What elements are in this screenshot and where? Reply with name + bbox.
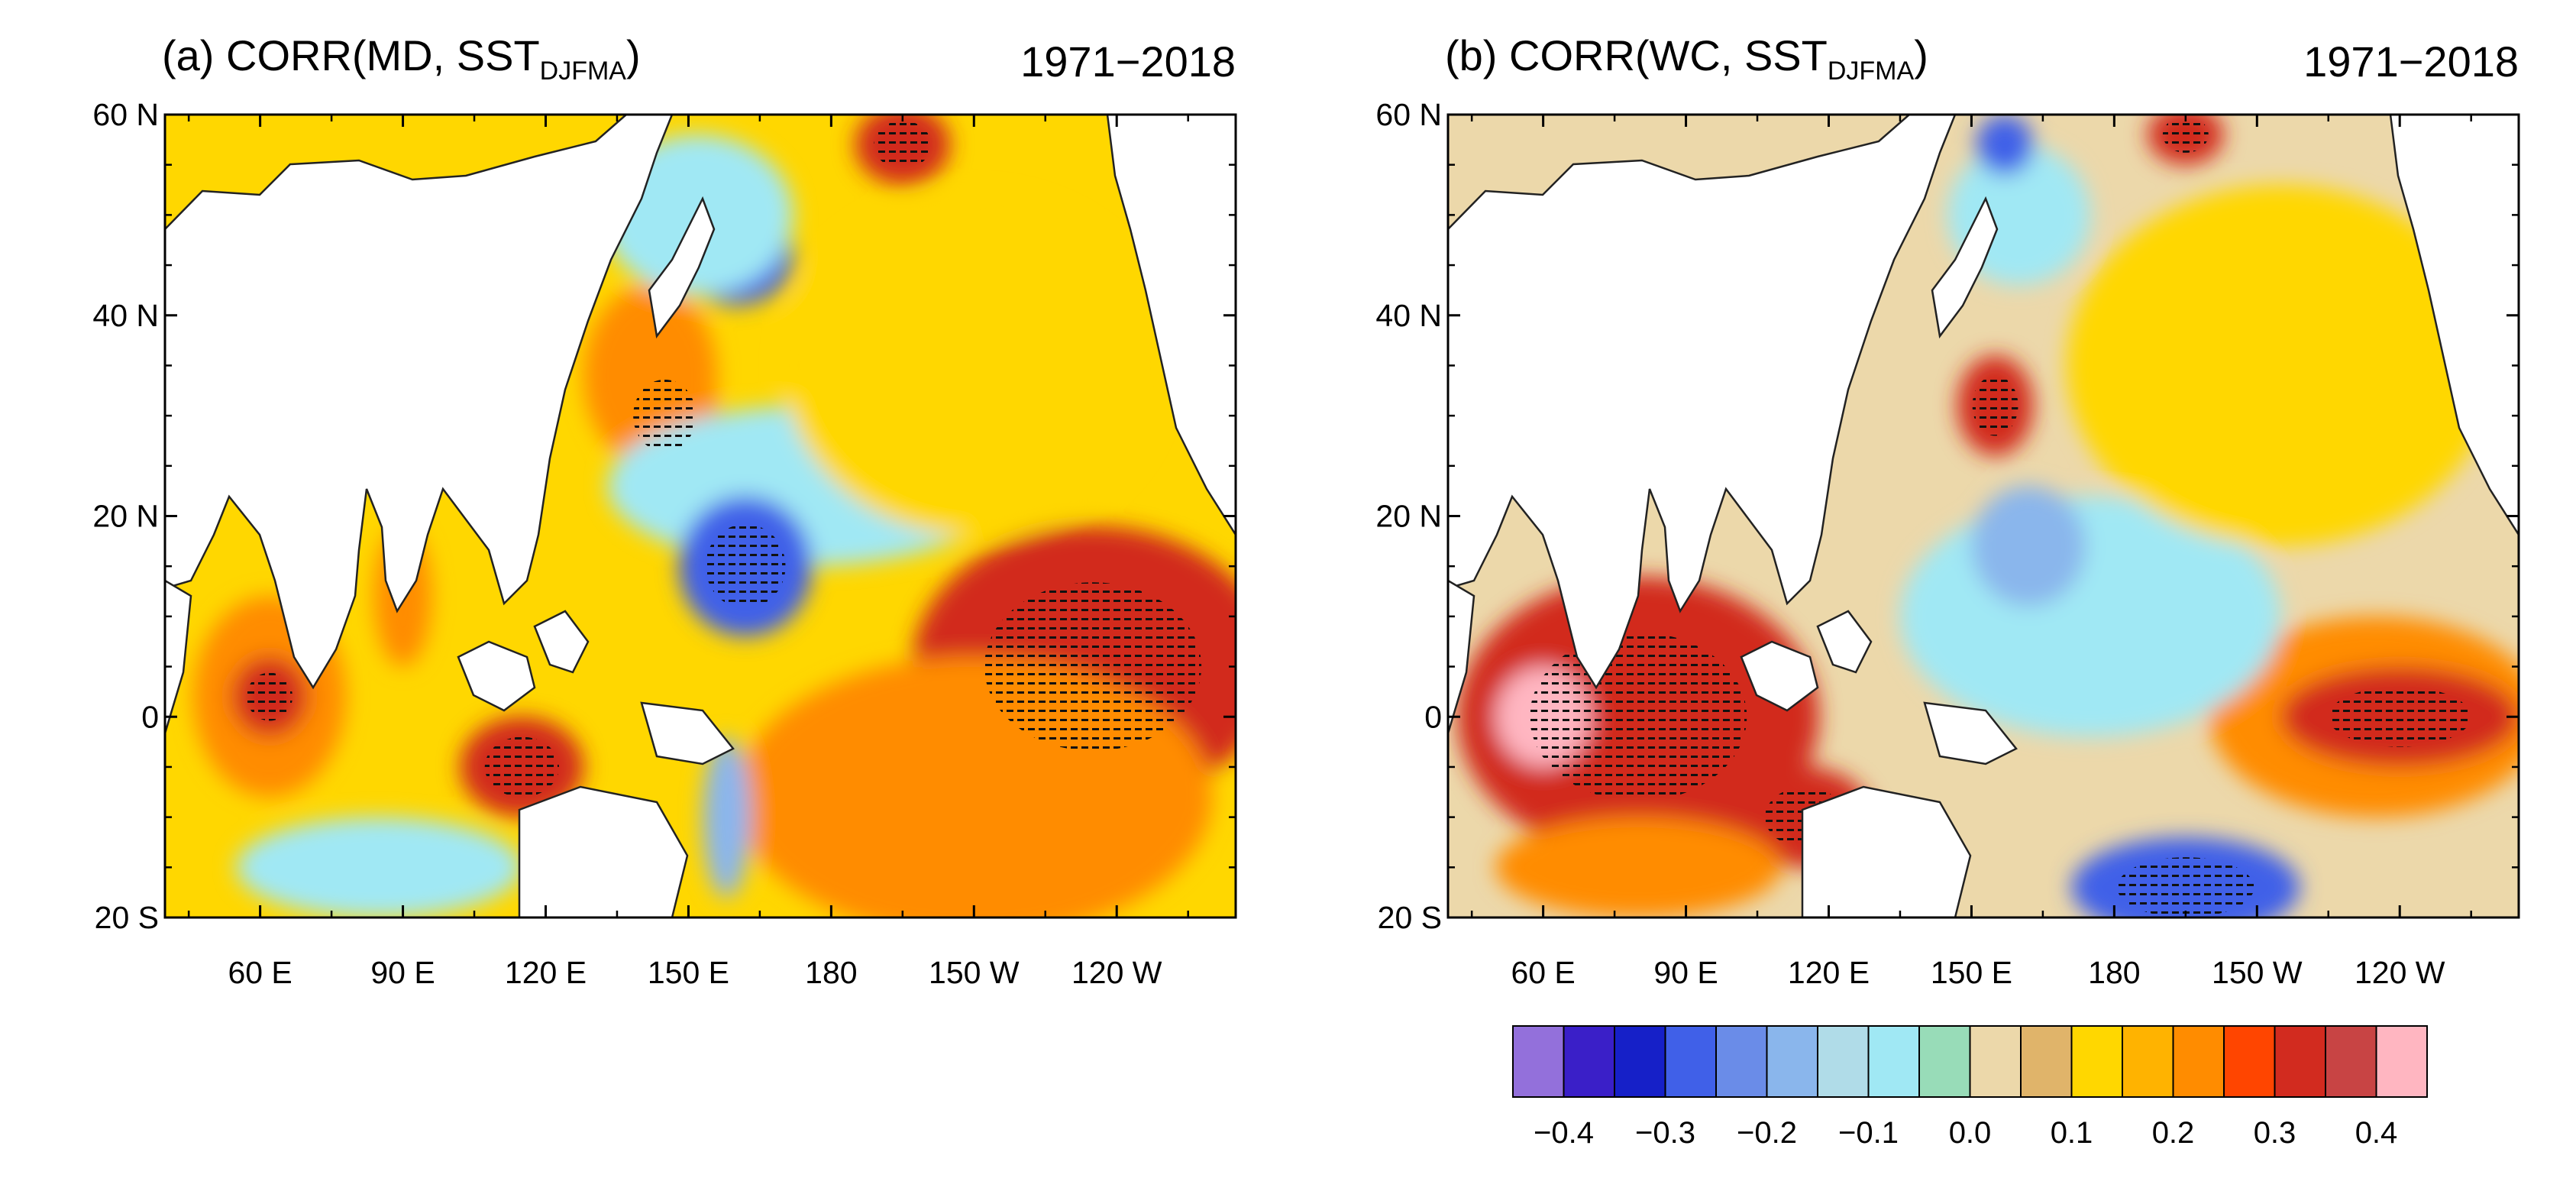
panel-b-stipple-gulf-of-alaska [2162,116,2209,153]
panel-b-ytick-label: 40 N [1375,298,1442,333]
panel-b-xtick-label: 150 E [1931,955,2012,990]
panel-b-period: 1971−2018 [2303,37,2519,86]
panel-b-stipple-kuroshio-extension [1972,375,2018,436]
colorbar-swatch [1969,1025,2022,1098]
panel-b-region-philippine-sea [1971,486,2086,607]
colorbar-swatch [2375,1025,2428,1098]
panel-a-xtick-label: 60 E [228,955,292,990]
panel-b-region-okhotsk [1976,115,2034,175]
panel-b-region-south-indian-ocean [1495,817,1782,917]
panel-b-xtick-label: 90 E [1653,955,1718,990]
panel-b-land-australia [1801,785,1972,917]
panel-a-xtick-label: 90 E [370,955,435,990]
panel-a-land-japan [648,196,716,339]
panel-b-ytick-label: 20 S [1378,900,1442,935]
panel-b-xtick-label: 60 E [1511,955,1575,990]
colorbar-tick-label: 0.4 [2355,1116,2398,1150]
panel-a-significance-stipple [247,120,1202,798]
panel-a: (a) CORR(MD, SSTDJFMA) 1971−2018 60 E 90 … [92,31,1237,990]
colorbar-swatch [1563,1025,1615,1098]
panel-a-land [165,115,1236,917]
panel-a-axes: 60 E 90 E 120 E 150 E 180 150 W 120 W 60 N 40 N 2… [92,97,1236,990]
panel-a-stipple-eastern-tropical-pacific [984,582,1202,751]
colorbar-swatch [2274,1025,2326,1098]
panel-b-xtick-label: 120 E [1788,955,1870,990]
panel-b-land [1448,115,2519,917]
colorbar-swatch [1664,1025,1717,1098]
colorbar-swatch [2223,1025,2276,1098]
colorbar-tick-label: 0.0 [1949,1116,1992,1150]
colorbar-tick-label: 0.1 [2051,1116,2093,1150]
panel-b-xtick-label: 120 W [2355,955,2445,990]
colorbar-tick-labels: −0.4 −0.3 −0.2 −0.1 0.0 0.1 0.2 0.3 0.4 [1534,1116,2397,1150]
panel-b-stipple-eastern-tropical-core [2328,686,2471,747]
panel-b-ytick-label: 0 [1424,699,1442,734]
colorbar-swatch [1715,1025,1768,1098]
panel-a-region-central-north-pacific [784,195,1165,536]
panel-b-ytick-label: 20 N [1375,499,1442,534]
panel-b: (b) CORR(WC, SSTDJFMA) 1971−2018 60 E 90 … [1375,31,2520,990]
colorbar-swatch [2172,1025,2225,1098]
colorbar-swatch [1918,1025,1971,1098]
colorbar-tick-label: −0.3 [1635,1116,1695,1150]
panel-a-land-america [1106,115,1236,537]
panel-a-stipple-gulf-of-alaska [874,120,932,169]
panel-b-region-north-pacific [2067,184,2495,546]
colorbar: −0.4 −0.3 −0.2 −0.1 0.0 0.1 0.2 0.3 0.4 [1512,1025,2428,1150]
colorbar-tick-label: −0.1 [1838,1116,1899,1150]
panel-a-ytick-label: 40 N [92,298,159,333]
panel-a-stipple-west-indian-ocean [247,672,293,721]
panel-b-axes: 60 E 90 E 120 E 150 E 180 150 W 120 W 60 N 40 N 2… [1375,97,2519,990]
panel-b-land-maritime [1740,610,2018,765]
panel-b-xtick-label: 180 [2088,955,2140,990]
panel-a-xtick-label: 180 [805,955,857,990]
colorbar-tick-label: −0.2 [1737,1116,1797,1150]
colorbar-swatch [1766,1025,1818,1098]
panel-b-land-asia [1448,115,1957,690]
panel-b-ytick-label: 60 N [1375,97,1442,132]
panel-a-ytick-label: 60 N [92,97,159,132]
panel-a-ytick-label: 0 [141,699,159,734]
panel-a-stipple-east-china-sea [633,379,697,452]
panel-a-xtick-label: 150 E [648,955,729,990]
colorbar-swatch [2070,1025,2123,1098]
panel-a-land-asia [165,115,674,690]
panel-b-xtick-label: 150 W [2212,955,2303,990]
colorbar-swatch [1867,1025,1920,1098]
panel-a-xtick-label: 120 E [505,955,587,990]
colorbar-tick-label: 0.3 [2254,1116,2296,1150]
colorbar-swatch [2020,1025,2073,1098]
panel-a-stipple-maritime-continent [484,736,559,798]
panel-a-ytick-label: 20 N [92,499,159,534]
colorbar-swatch [1817,1025,1870,1098]
colorbar-tick-label: −0.4 [1534,1116,1594,1150]
panel-a-region-southern-indian-ocean [236,817,522,917]
panel-b-land-africa [1448,579,1475,734]
panel-a-land-maritime [457,610,735,765]
panel-b-stipple-south-pacific-tongue [2117,857,2254,917]
panel-b-land-japan [1931,196,1999,339]
colorbar-swatch [1614,1025,1666,1098]
panel-b-title: (b) CORR(WC, SSTDJFMA) [1445,31,1928,86]
panel-a-land-africa [165,579,192,734]
colorbar-swatch [1512,1025,1565,1098]
panel-a-xtick-label: 120 W [1071,955,1162,990]
panel-a-xtick-label: 150 W [929,955,1020,990]
colorbar-tick-label: 0.2 [2152,1116,2195,1150]
panel-a-period: 1971−2018 [1020,37,1236,86]
panel-a-ytick-label: 20 S [95,900,159,935]
panel-a-title: (a) CORR(MD, SSTDJFMA) [162,31,641,86]
panel-a-region-south-pacific-convergence [703,736,751,898]
colorbar-swatches [1512,1025,2428,1098]
colorbar-swatch [2122,1025,2174,1098]
panel-a-stipple-philippine-sea [705,524,786,609]
colorbar-swatch [2325,1025,2377,1098]
panel-b-stipple-indian-ocean [1530,632,1747,801]
panel-b-land-america [2389,115,2519,537]
panel-a-land-australia [518,785,689,917]
